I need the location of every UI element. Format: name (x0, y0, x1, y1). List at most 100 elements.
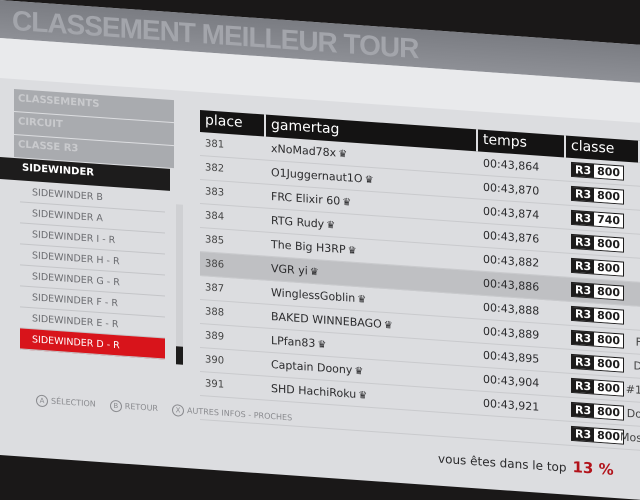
class-letter: R3 (572, 282, 595, 298)
time-cell: 00:43,904 (483, 372, 540, 390)
time-cell: 00:43,864 (483, 156, 540, 174)
extra-cell: F (635, 335, 640, 349)
place-cell: 383 (205, 186, 225, 199)
leaderboard-table: place gamertag temps classe 381 xNoMad78x… (200, 109, 640, 451)
extra-cell: Mos (620, 430, 640, 445)
extra-cell: #1 (625, 382, 640, 397)
hint-back[interactable]: B RETOUR (109, 399, 158, 415)
place-cell: 387 (205, 282, 225, 295)
class-pi: 800 (594, 260, 624, 276)
time-cell (478, 427, 566, 433)
class-cell: R3 800 (566, 305, 640, 326)
class-letter: R3 (572, 330, 595, 346)
class-cell: R3 800 (566, 257, 640, 278)
class-letter: R3 (572, 402, 595, 418)
extra-cell: Do (626, 406, 640, 421)
class-badge: R3 740 (571, 209, 625, 229)
b-button-icon: B (109, 399, 122, 413)
class-pi: 800 (594, 236, 624, 252)
gamertag: The Big H3RP (271, 237, 346, 257)
extra-cell: D (633, 359, 640, 373)
class-badge: R3 800 (571, 257, 625, 277)
time-cell: 00:43,889 (483, 324, 540, 342)
time-cell: 00:43,870 (483, 180, 540, 198)
class-cell: R3 800 (566, 161, 640, 182)
place-cell: 389 (205, 330, 225, 343)
top-label: vous êtes dans le top (438, 451, 567, 475)
crown-icon: ♛ (317, 339, 327, 351)
class-pi: 800 (594, 332, 624, 348)
time-cell: 00:43,874 (483, 204, 540, 222)
gamertag: RTG Rudy (271, 213, 325, 231)
class-cell: R3 740 (566, 209, 640, 230)
class-letter: R3 (572, 162, 595, 178)
hint-select[interactable]: A SÉLECTION (36, 394, 96, 411)
place-cell: 390 (205, 354, 225, 367)
class-cell: R3 800 (566, 329, 640, 350)
class-pi: 800 (594, 356, 624, 372)
gamertag: WinglessGoblin (271, 285, 356, 305)
time-cell: 00:43,895 (483, 348, 540, 366)
crown-icon: ♛ (354, 365, 364, 378)
time-cell: 00:43,876 (483, 228, 540, 246)
class-cell: R3 800 (566, 281, 640, 302)
crown-icon: ♛ (342, 196, 352, 209)
class-badge: R3 800 (571, 233, 625, 253)
class-badge: R3 800 (571, 425, 625, 445)
track-menu: CLASSEMENTS CIRCUIT CLASSE R3 SIDEWINDER… (0, 88, 174, 360)
top-value: 13 % (572, 458, 614, 479)
gamertag: xNoMad78x (271, 141, 337, 160)
class-letter: R3 (572, 258, 595, 274)
gamertag-cell (266, 412, 478, 427)
class-pi: 800 (594, 404, 624, 420)
class-letter: R3 (572, 426, 595, 442)
time-cell: 00:43,888 (483, 300, 540, 318)
hint-back-label: RETOUR (124, 401, 158, 414)
gamertag: VGR yi (271, 261, 308, 278)
gamertag: Captain Doony (271, 357, 353, 377)
class-pi: 800 (594, 164, 624, 180)
class-letter: R3 (572, 378, 595, 394)
crown-icon: ♛ (309, 266, 319, 279)
class-letter: R3 (572, 354, 595, 370)
class-badge: R3 800 (571, 185, 625, 205)
time-cell: 00:43,882 (483, 252, 540, 270)
scrollbar[interactable] (176, 204, 183, 365)
class-pi: 800 (594, 428, 624, 444)
class-badge: R3 800 (571, 353, 625, 373)
class-badge: R3 800 (571, 377, 625, 397)
class-cell: R3 800 (566, 185, 640, 206)
class-cell: R3 800 (566, 233, 640, 254)
class-badge: R3 800 (571, 329, 625, 349)
class-badge: R3 800 (571, 161, 625, 181)
place-cell: 388 (205, 306, 225, 319)
crown-icon: ♛ (347, 245, 357, 257)
place-cell: 381 (205, 138, 225, 151)
class-cell: R3 800 (566, 353, 640, 374)
class-badge: R3 800 (571, 401, 625, 421)
top-percent: vous êtes dans le top 13 % (438, 449, 614, 479)
time-cell: 00:43,886 (483, 276, 540, 294)
class-badge: R3 800 (571, 305, 625, 325)
place-cell: 384 (205, 210, 225, 223)
class-pi: 800 (594, 308, 624, 324)
class-pi: 740 (594, 212, 624, 228)
class-pi: 800 (594, 284, 624, 300)
class-pi: 800 (594, 188, 624, 204)
gamertag: BAKED WINNEBAGO (271, 309, 382, 331)
x-button-icon: X (171, 404, 184, 417)
crown-icon: ♛ (364, 174, 374, 187)
time-cell: 00:43,921 (483, 396, 540, 414)
place-cell: 382 (205, 162, 225, 175)
hint-select-label: SÉLECTION (51, 396, 96, 409)
gamertag: FRC Elixir 60 (271, 189, 341, 208)
scrollbar-thumb[interactable] (176, 346, 183, 365)
gamertag: SHD HachiRoku (271, 381, 357, 401)
class-pi: 800 (594, 380, 624, 396)
place-cell: 385 (205, 234, 225, 247)
crown-icon: ♛ (358, 390, 368, 402)
class-letter: R3 (572, 306, 595, 322)
gamertag: O1Juggernaut1O (271, 165, 363, 186)
class-letter: R3 (572, 234, 595, 250)
